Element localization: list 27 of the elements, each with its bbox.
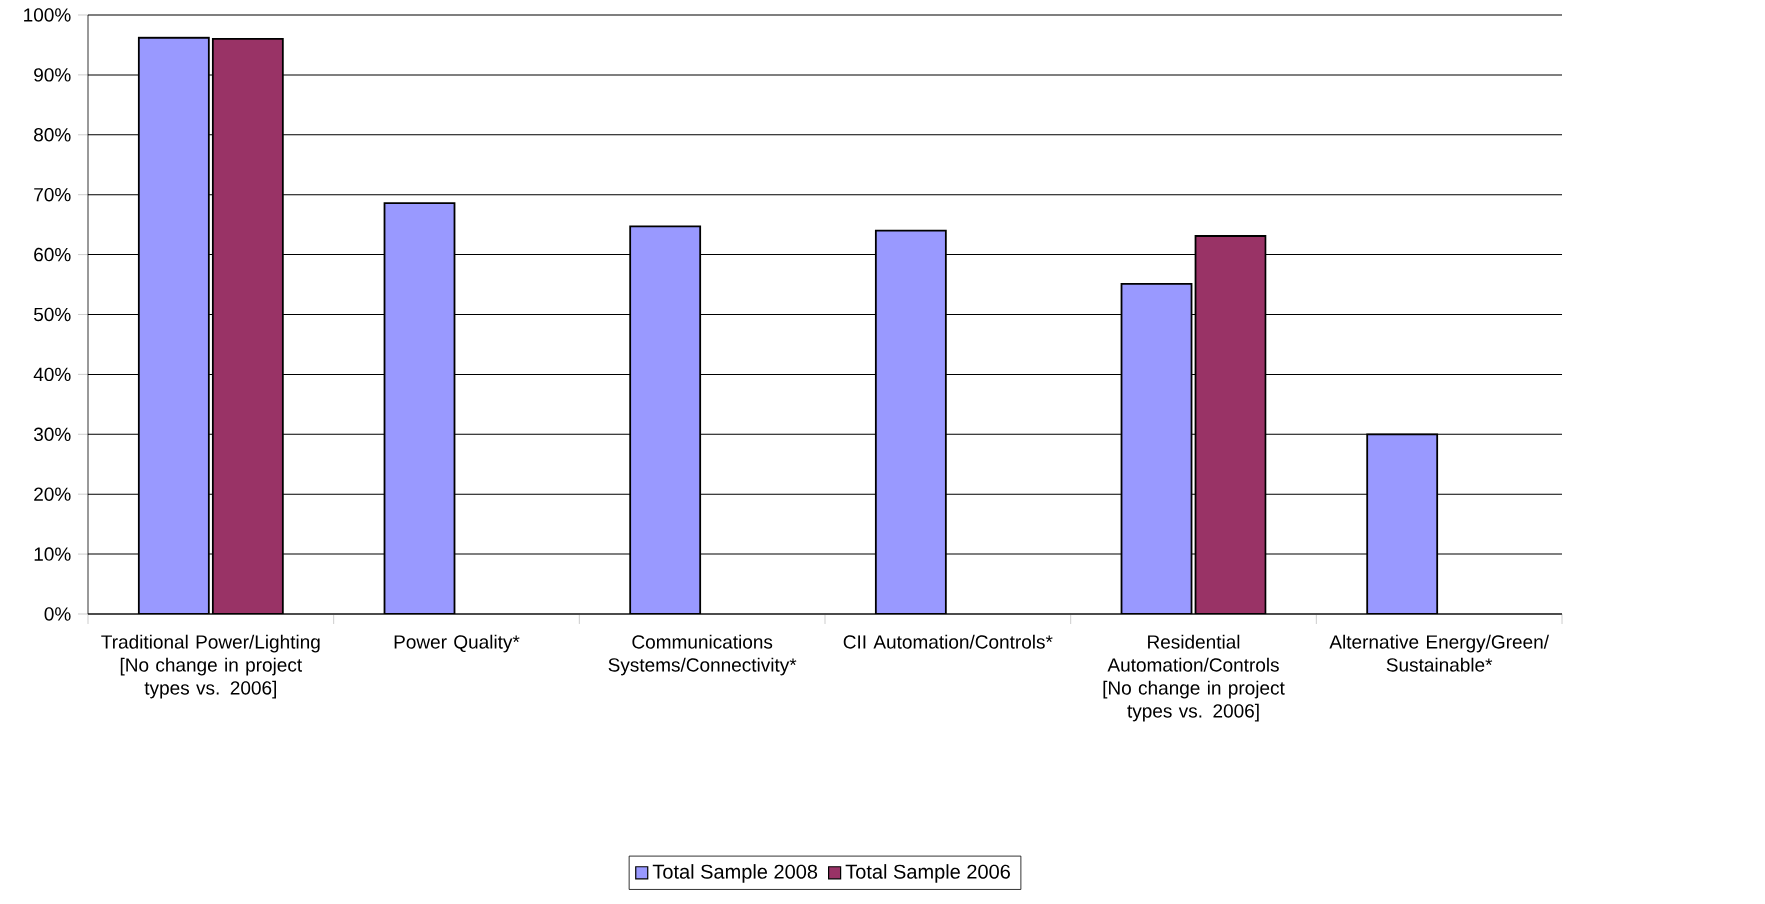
y-tick-label: 70% [34,187,71,202]
bar [629,225,702,614]
x-tick-label: Power Quality* [394,634,520,653]
bar [137,36,210,614]
y-tick-label: 40% [33,367,71,382]
y-tick-label: 50% [33,307,71,322]
y-tick-label: 90% [34,68,71,82]
bar [383,202,456,614]
x-tick-label: Residential Automation/Controls [No change in project types vs. 2006] [1103,634,1285,722]
y-tick-label: 0% [44,607,71,621]
bar [874,229,947,614]
y-tick-label: 10% [34,547,71,561]
x-tick-label: CII Automation/Controls* [843,634,1053,649]
y-tick-label: 20% [34,487,71,501]
y-tick-label: 60% [34,247,71,262]
y-tick-label: 30% [33,427,71,442]
x-tick-label: Communications Systems/Connectivity* [608,634,797,676]
x-tick-label: Alternative Energy/Green/ Sustainable* [1329,634,1549,672]
legend-label: Total Sample 2008 [652,864,818,883]
y-tick-label: 80% [34,128,71,142]
legend-label: Total Sample 2006 [845,864,1010,883]
bar [1366,433,1439,614]
bar [1194,235,1267,614]
bar [211,38,284,614]
y-tick-label: 100% [24,8,71,22]
x-tick-label: Traditional Power/Lighting [No change in project types vs. 2006] [101,634,320,699]
bar [1120,283,1193,614]
